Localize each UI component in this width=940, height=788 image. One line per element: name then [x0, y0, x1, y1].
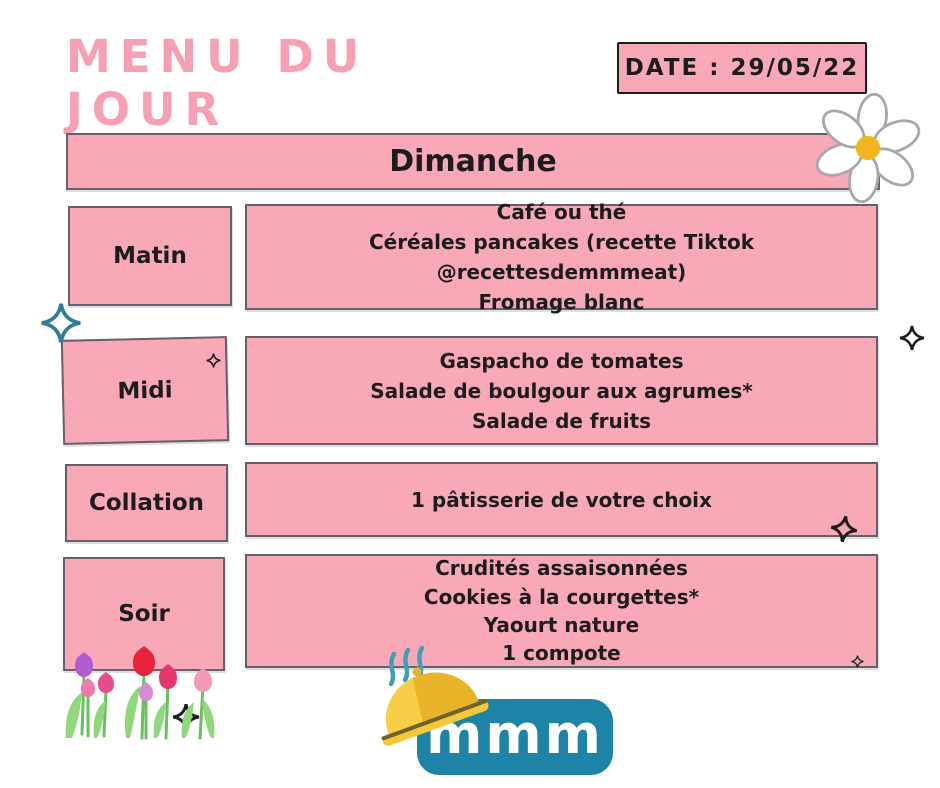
menu-item: Fromage blanc	[478, 290, 645, 314]
row-content-midi: Gaspacho de tomates Salade de boulgour a…	[245, 336, 878, 445]
menu-item: Salade de boulgour aux agrumes*	[370, 378, 753, 403]
sparkle-icon	[206, 353, 221, 368]
sparkle-icon	[899, 325, 925, 351]
menu-item: Salade de fruits	[471, 408, 652, 433]
row-label-midi: Midi	[60, 336, 230, 445]
row-content-collation: 1 pâtisserie de votre choix	[245, 462, 878, 537]
row-label-text: Matin	[113, 243, 187, 269]
row-label-text: Soir	[118, 601, 170, 627]
menu-item: Café ou thé	[496, 200, 627, 224]
food-cloche-icon	[381, 645, 489, 746]
menu-item: Yaourt nature	[483, 613, 640, 637]
tulips-icon	[65, 646, 215, 740]
date-badge: DATE : 29/05/22	[617, 42, 867, 94]
menu-item: 1 compote	[502, 641, 621, 666]
daisy-flower-icon	[815, 92, 921, 204]
row-label-text: Midi	[117, 376, 173, 405]
menu-item: Gaspacho de tomates	[439, 348, 684, 373]
date-text: DATE : 29/05/22	[624, 55, 860, 81]
row-content-soir: Crudités assaisonnées Cookies à la courg…	[245, 554, 878, 668]
row-label-collation: Collation	[65, 464, 228, 542]
menu-item: Cookies à la courgettes*	[423, 584, 700, 609]
row-label-text: Collation	[88, 490, 205, 516]
sparkle-icon	[41, 303, 81, 343]
row-content-matin: Café ou thé Céréales pancakes (recette T…	[245, 200, 878, 314]
menu-item: Céréales pancakes (recette Tiktok @recet…	[368, 230, 755, 284]
day-name: Dimanche	[389, 144, 557, 179]
sparkle-icon	[851, 655, 864, 668]
day-header: Dimanche	[66, 133, 880, 190]
row-label-matin: Matin	[68, 206, 232, 306]
page-title: MENU DU JOUR	[66, 30, 369, 136]
sparkle-icon	[830, 515, 858, 543]
menu-item: Crudités assaisonnées	[435, 556, 688, 581]
menu-item: 1 pâtisserie de votre choix	[411, 487, 712, 512]
